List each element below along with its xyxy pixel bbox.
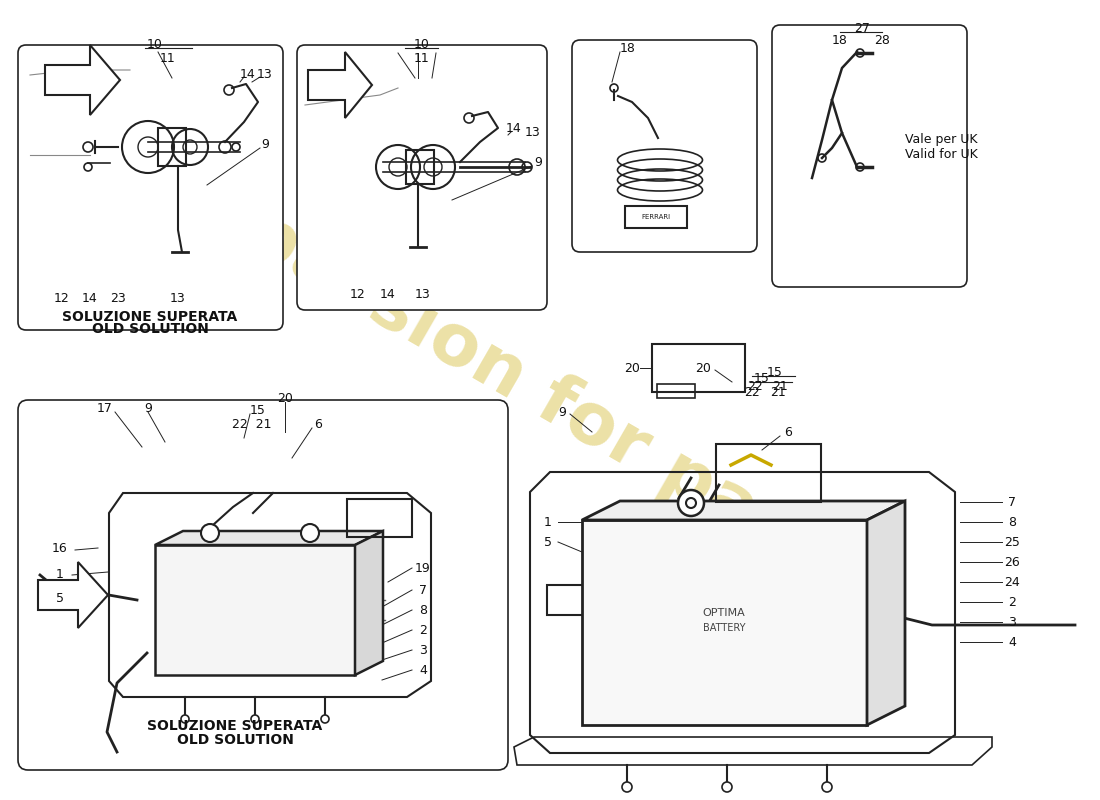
Text: 14: 14 — [506, 122, 521, 134]
FancyBboxPatch shape — [572, 40, 757, 252]
Text: OPTIMA: OPTIMA — [703, 608, 746, 618]
Polygon shape — [45, 45, 120, 115]
Text: 13: 13 — [170, 291, 186, 305]
Text: 9: 9 — [261, 138, 268, 151]
Text: 1: 1 — [56, 569, 64, 582]
Text: 14: 14 — [82, 291, 98, 305]
Text: 16: 16 — [52, 542, 68, 554]
Text: 20: 20 — [277, 391, 293, 405]
Text: FERRARI: FERRARI — [641, 214, 671, 220]
Text: 14: 14 — [240, 67, 256, 81]
FancyBboxPatch shape — [18, 45, 283, 330]
Text: 5: 5 — [56, 591, 64, 605]
Circle shape — [722, 782, 732, 792]
Text: 22  21: 22 21 — [232, 418, 272, 430]
Bar — [582, 520, 867, 725]
Text: 22: 22 — [747, 381, 763, 394]
Text: 18: 18 — [620, 42, 636, 54]
Text: 13: 13 — [415, 289, 431, 302]
Text: 11: 11 — [414, 51, 430, 65]
Polygon shape — [355, 531, 383, 675]
Text: 15: 15 — [755, 371, 770, 385]
Text: 21: 21 — [770, 386, 785, 398]
Text: 19: 19 — [415, 562, 431, 574]
Text: Vale per UK: Vale per UK — [905, 134, 978, 146]
Text: 5: 5 — [544, 535, 552, 549]
Text: 3: 3 — [1008, 615, 1016, 629]
Circle shape — [621, 782, 632, 792]
Circle shape — [182, 715, 189, 723]
Circle shape — [686, 498, 696, 508]
Text: 2: 2 — [1008, 595, 1016, 609]
Text: 28: 28 — [874, 34, 890, 46]
Text: OLD SOLUTION: OLD SOLUTION — [91, 322, 208, 336]
Text: 26: 26 — [1004, 555, 1020, 569]
Text: 17: 17 — [97, 402, 113, 414]
Text: 9: 9 — [144, 402, 152, 414]
Text: passion for parts: passion for parts — [232, 197, 868, 603]
Bar — [652, 344, 745, 392]
Text: 2: 2 — [419, 623, 427, 637]
Bar — [346, 499, 412, 537]
Polygon shape — [39, 562, 108, 628]
Polygon shape — [155, 531, 383, 545]
Text: Valid for UK: Valid for UK — [905, 147, 978, 161]
Circle shape — [678, 490, 704, 516]
Circle shape — [251, 715, 258, 723]
Text: 3: 3 — [419, 643, 427, 657]
Text: 9: 9 — [558, 406, 565, 418]
Bar — [657, 384, 695, 398]
Bar — [625, 206, 688, 228]
Circle shape — [201, 524, 219, 542]
Polygon shape — [582, 501, 905, 520]
Text: 8: 8 — [1008, 515, 1016, 529]
Circle shape — [301, 524, 319, 542]
Text: 8: 8 — [419, 603, 427, 617]
Text: 14: 14 — [381, 289, 396, 302]
Text: 13: 13 — [257, 67, 273, 81]
Text: 15: 15 — [250, 403, 266, 417]
Text: 4: 4 — [1008, 635, 1016, 649]
Text: BATTERY: BATTERY — [703, 623, 746, 633]
Text: 13: 13 — [525, 126, 541, 139]
Text: 11: 11 — [161, 51, 176, 65]
FancyBboxPatch shape — [297, 45, 547, 310]
Text: 20: 20 — [624, 362, 640, 374]
Text: 18: 18 — [832, 34, 848, 46]
Text: 4: 4 — [419, 663, 427, 677]
Text: 6: 6 — [315, 418, 322, 430]
Text: 25: 25 — [1004, 535, 1020, 549]
Text: 12: 12 — [54, 291, 70, 305]
Text: 24: 24 — [1004, 575, 1020, 589]
Text: 7: 7 — [419, 583, 427, 597]
Bar — [406, 150, 434, 184]
Polygon shape — [308, 52, 372, 118]
Text: 15: 15 — [767, 366, 783, 378]
Text: 1: 1 — [544, 515, 552, 529]
Polygon shape — [547, 567, 617, 633]
Text: 10: 10 — [147, 38, 163, 51]
Text: 12: 12 — [350, 289, 366, 302]
Text: 9: 9 — [535, 155, 542, 169]
Text: 21: 21 — [772, 381, 788, 394]
Text: 22: 22 — [744, 386, 760, 398]
Polygon shape — [867, 501, 905, 725]
Text: 23: 23 — [110, 291, 125, 305]
Circle shape — [321, 715, 329, 723]
Text: 20: 20 — [695, 362, 711, 374]
Text: SOLUZIONE SUPERATA: SOLUZIONE SUPERATA — [147, 719, 322, 733]
Bar — [155, 545, 355, 675]
Text: 6: 6 — [784, 426, 792, 438]
Text: 10: 10 — [414, 38, 430, 51]
FancyBboxPatch shape — [18, 400, 508, 770]
Text: 27: 27 — [854, 22, 870, 34]
Text: 7: 7 — [1008, 495, 1016, 509]
Circle shape — [822, 782, 832, 792]
Bar — [716, 444, 821, 502]
Bar — [158, 128, 186, 166]
Text: SOLUZIONE SUPERATA: SOLUZIONE SUPERATA — [63, 310, 238, 324]
Text: OLD SOLUTION: OLD SOLUTION — [177, 733, 294, 747]
FancyBboxPatch shape — [772, 25, 967, 287]
